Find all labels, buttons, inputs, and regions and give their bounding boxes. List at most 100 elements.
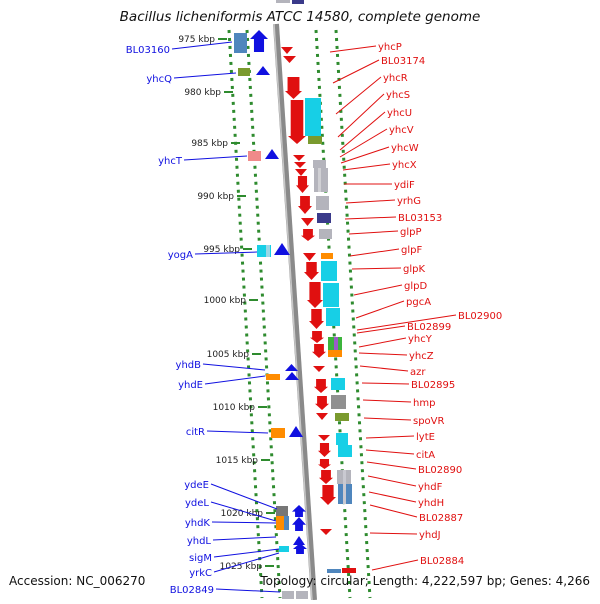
accession-label: Accession: NC_006270 [9, 574, 146, 588]
arrow-BL02900 [310, 331, 324, 343]
forward-gene-labels: BL03160 yhcQ yhcT yogA yhdB yhdE citR ydeE ydeL y… [126, 41, 281, 596]
reverse-leader-line [366, 461, 417, 470]
block-yhcS [305, 98, 321, 136]
forward-leader-line [210, 501, 277, 522]
arrow-spoVR [316, 413, 328, 420]
reverse-gene-label: glpD [404, 281, 427, 292]
arrow-yogA [274, 243, 290, 255]
forward-leader-line [202, 363, 266, 371]
arrow-yhdF [319, 470, 333, 484]
block-sigM [279, 546, 289, 552]
arrow-glpK [304, 262, 319, 280]
reverse-gene-label: glpP [400, 227, 422, 238]
reverse-gene-label: BL02884 [420, 556, 464, 567]
block-glpD [323, 283, 339, 307]
backbone-line [273, 23, 317, 601]
reverse-gene-label: yhcV [389, 125, 414, 136]
forward-leader-line [183, 155, 248, 161]
genome-backbone [273, 23, 317, 601]
reverse-leader-line [339, 128, 388, 158]
block-glpF [321, 253, 333, 259]
forward-gene-label: citR [186, 427, 205, 438]
reverse-gene-label: BL03174 [381, 56, 425, 67]
block-yrhG [316, 196, 329, 210]
arrow-glpF [303, 253, 316, 261]
forward-leader-line [213, 552, 280, 573]
block-BL02884 [327, 569, 341, 573]
reverse-gene-label: yhcW [391, 143, 419, 154]
block-glpK [321, 261, 337, 281]
block-citR [271, 428, 285, 438]
arrow-glpD [307, 282, 323, 308]
arrow-BL02895 [314, 379, 328, 393]
arrow-yhcY [312, 344, 326, 358]
arrow-BL03160 [250, 30, 268, 52]
tick-label: 1005 kbp [207, 350, 250, 360]
reverse-leader-line [348, 230, 399, 235]
forward-leader-line [173, 72, 237, 79]
reverse-gene-label: yhcR [383, 73, 408, 84]
forward-leader-line [215, 588, 281, 593]
reverse-gene-label: lytE [416, 432, 435, 443]
forward-gene-label: ydeL [185, 498, 209, 509]
block-ydeE [276, 506, 288, 516]
reverse-gene-label: yhcU [387, 108, 412, 119]
reverse-gene-label: pgcA [406, 297, 431, 308]
forward-leader-line [212, 536, 277, 541]
reverse-gene-label: yhcX [392, 160, 417, 171]
reverse-gene-label: glpK [403, 264, 425, 275]
arrow-yhdK [292, 517, 306, 531]
forward-gene-label: sigM [189, 553, 212, 564]
reverse-leader-line [332, 59, 380, 84]
arrow-citA [318, 443, 331, 457]
reverse-leader-line [367, 475, 417, 487]
reverse-leader-line [329, 45, 377, 53]
tick-label: 990 kbp [197, 192, 234, 202]
block-yhcQ [238, 68, 250, 76]
reverse-leader-line [358, 352, 408, 356]
reverse-leader-line [355, 300, 405, 319]
arrow-yhdB [285, 364, 298, 371]
reverse-gene-label: BL02899 [407, 322, 451, 333]
dotted-guide-line [245, 29, 282, 599]
tick-label: 975 kbp [178, 35, 215, 45]
arrow-BL03153 [301, 218, 314, 226]
block-hmp [331, 395, 346, 409]
kbp-scale: 975 kbp 980 kbp 985 kbp 990 kbp 995 kbp 1000 … [178, 35, 275, 572]
arrow-glpP [301, 229, 315, 241]
reverse-gene-label: BL03153 [398, 213, 442, 224]
reverse-leader-line [362, 399, 412, 403]
reverse-leader-line [363, 417, 412, 421]
gene-features [234, 0, 356, 599]
block-yhcZ [328, 350, 342, 357]
arrow-yhcX [295, 169, 307, 176]
arrow-yrhG [298, 196, 312, 214]
reverse-leader-line [359, 365, 409, 372]
block-yhcT [248, 151, 261, 161]
reverse-leader-line [356, 314, 457, 331]
forward-gene-label: yhdB [176, 360, 202, 371]
forward-gene-label: yhdL [187, 536, 212, 547]
tick-label: 1015 kbp [216, 456, 259, 466]
forward-leader-line [210, 483, 278, 510]
block-BL02895 [331, 378, 345, 390]
forward-gene-label: yrkC [189, 568, 212, 579]
topology-label: Topology: circular; Length: 4,222,597 bp… [260, 574, 590, 588]
reverse-gene-label: BL02895 [411, 380, 455, 391]
reverse-leader-line [340, 146, 390, 164]
reverse-gene-label: azr [410, 367, 426, 378]
arrow-yhcP [281, 47, 293, 54]
reverse-gene-label: yhcP [378, 42, 402, 53]
forward-gene-label: yogA [168, 250, 193, 261]
reverse-leader-line [365, 435, 415, 439]
reverse-gene-label: spoVR [413, 416, 445, 427]
block-BL02884-b [342, 568, 356, 573]
reverse-leader-line [368, 491, 417, 503]
reverse-gene-label: yhcZ [409, 351, 434, 362]
reverse-gene-label: yhdH [418, 498, 444, 509]
reverse-leader-line [369, 532, 418, 535]
block-ydeL-edge [284, 516, 289, 530]
arrow-ydiF [296, 176, 309, 193]
block-pgcA [326, 308, 340, 326]
block-ydiF-stripe [318, 168, 321, 192]
